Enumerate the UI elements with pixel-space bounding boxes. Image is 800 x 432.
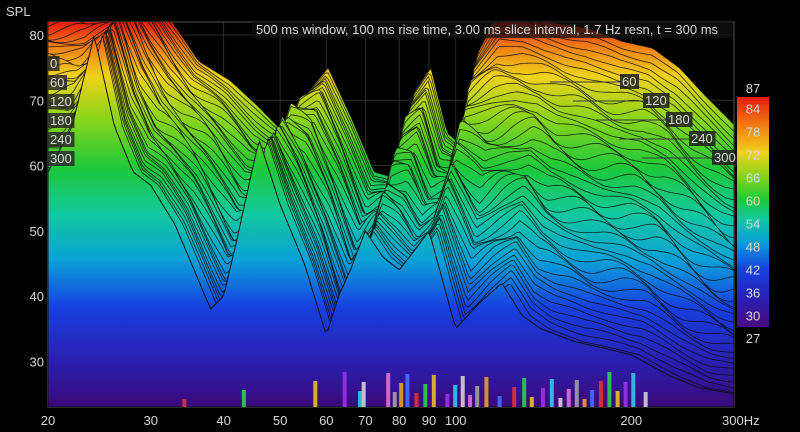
svg-text:40: 40 <box>216 413 230 428</box>
svg-text:60: 60 <box>30 159 44 174</box>
svg-text:36: 36 <box>746 286 760 301</box>
svg-text:80: 80 <box>392 413 406 428</box>
svg-text:240: 240 <box>50 132 72 147</box>
svg-text:60: 60 <box>50 75 64 90</box>
svg-text:20: 20 <box>41 413 55 428</box>
svg-text:120: 120 <box>50 94 72 109</box>
svg-text:50: 50 <box>273 413 287 428</box>
svg-text:40: 40 <box>30 289 44 304</box>
time-axis-left: 0 60 120 180 240 300 <box>48 56 75 166</box>
x-axis: 20 30 40 50 60 70 80 90 100 200 300Hz <box>41 413 760 428</box>
svg-text:60: 60 <box>622 74 636 89</box>
svg-text:70: 70 <box>30 93 44 108</box>
svg-text:90: 90 <box>422 413 436 428</box>
svg-text:100: 100 <box>445 413 467 428</box>
svg-text:50: 50 <box>30 224 44 239</box>
svg-text:60: 60 <box>746 194 760 209</box>
svg-text:180: 180 <box>50 113 72 128</box>
svg-text:80: 80 <box>30 28 44 43</box>
svg-text:120: 120 <box>645 93 667 108</box>
svg-text:54: 54 <box>746 217 760 232</box>
chart-title: 500 ms window, 100 ms rise time, 3.00 ms… <box>256 22 719 37</box>
svg-text:42: 42 <box>746 263 760 278</box>
svg-text:60: 60 <box>319 413 333 428</box>
y-axis: 30 40 50 60 70 80 <box>30 28 44 369</box>
svg-text:66: 66 <box>746 171 760 186</box>
svg-text:300: 300 <box>50 151 72 166</box>
title-background <box>252 20 732 38</box>
svg-text:30: 30 <box>746 309 760 324</box>
svg-text:0: 0 <box>50 56 57 71</box>
svg-text:70: 70 <box>358 413 372 428</box>
colorbar: 30 36 42 48 54 60 66 72 78 84 87 27 <box>737 81 769 346</box>
peak-markers <box>182 372 648 407</box>
front-slice <box>48 35 734 407</box>
svg-text:240: 240 <box>691 131 713 146</box>
svg-text:200: 200 <box>620 413 642 428</box>
y-axis-label: SPL <box>6 4 31 19</box>
svg-text:87: 87 <box>746 81 760 96</box>
svg-text:180: 180 <box>668 112 690 127</box>
svg-text:30: 30 <box>143 413 157 428</box>
svg-text:48: 48 <box>746 240 760 255</box>
svg-text:84: 84 <box>746 102 760 117</box>
svg-text:300: 300 <box>714 150 736 165</box>
svg-text:27: 27 <box>746 331 760 346</box>
svg-text:78: 78 <box>746 125 760 140</box>
svg-text:300Hz: 300Hz <box>722 413 760 428</box>
svg-text:30: 30 <box>30 354 44 369</box>
svg-text:72: 72 <box>746 148 760 163</box>
